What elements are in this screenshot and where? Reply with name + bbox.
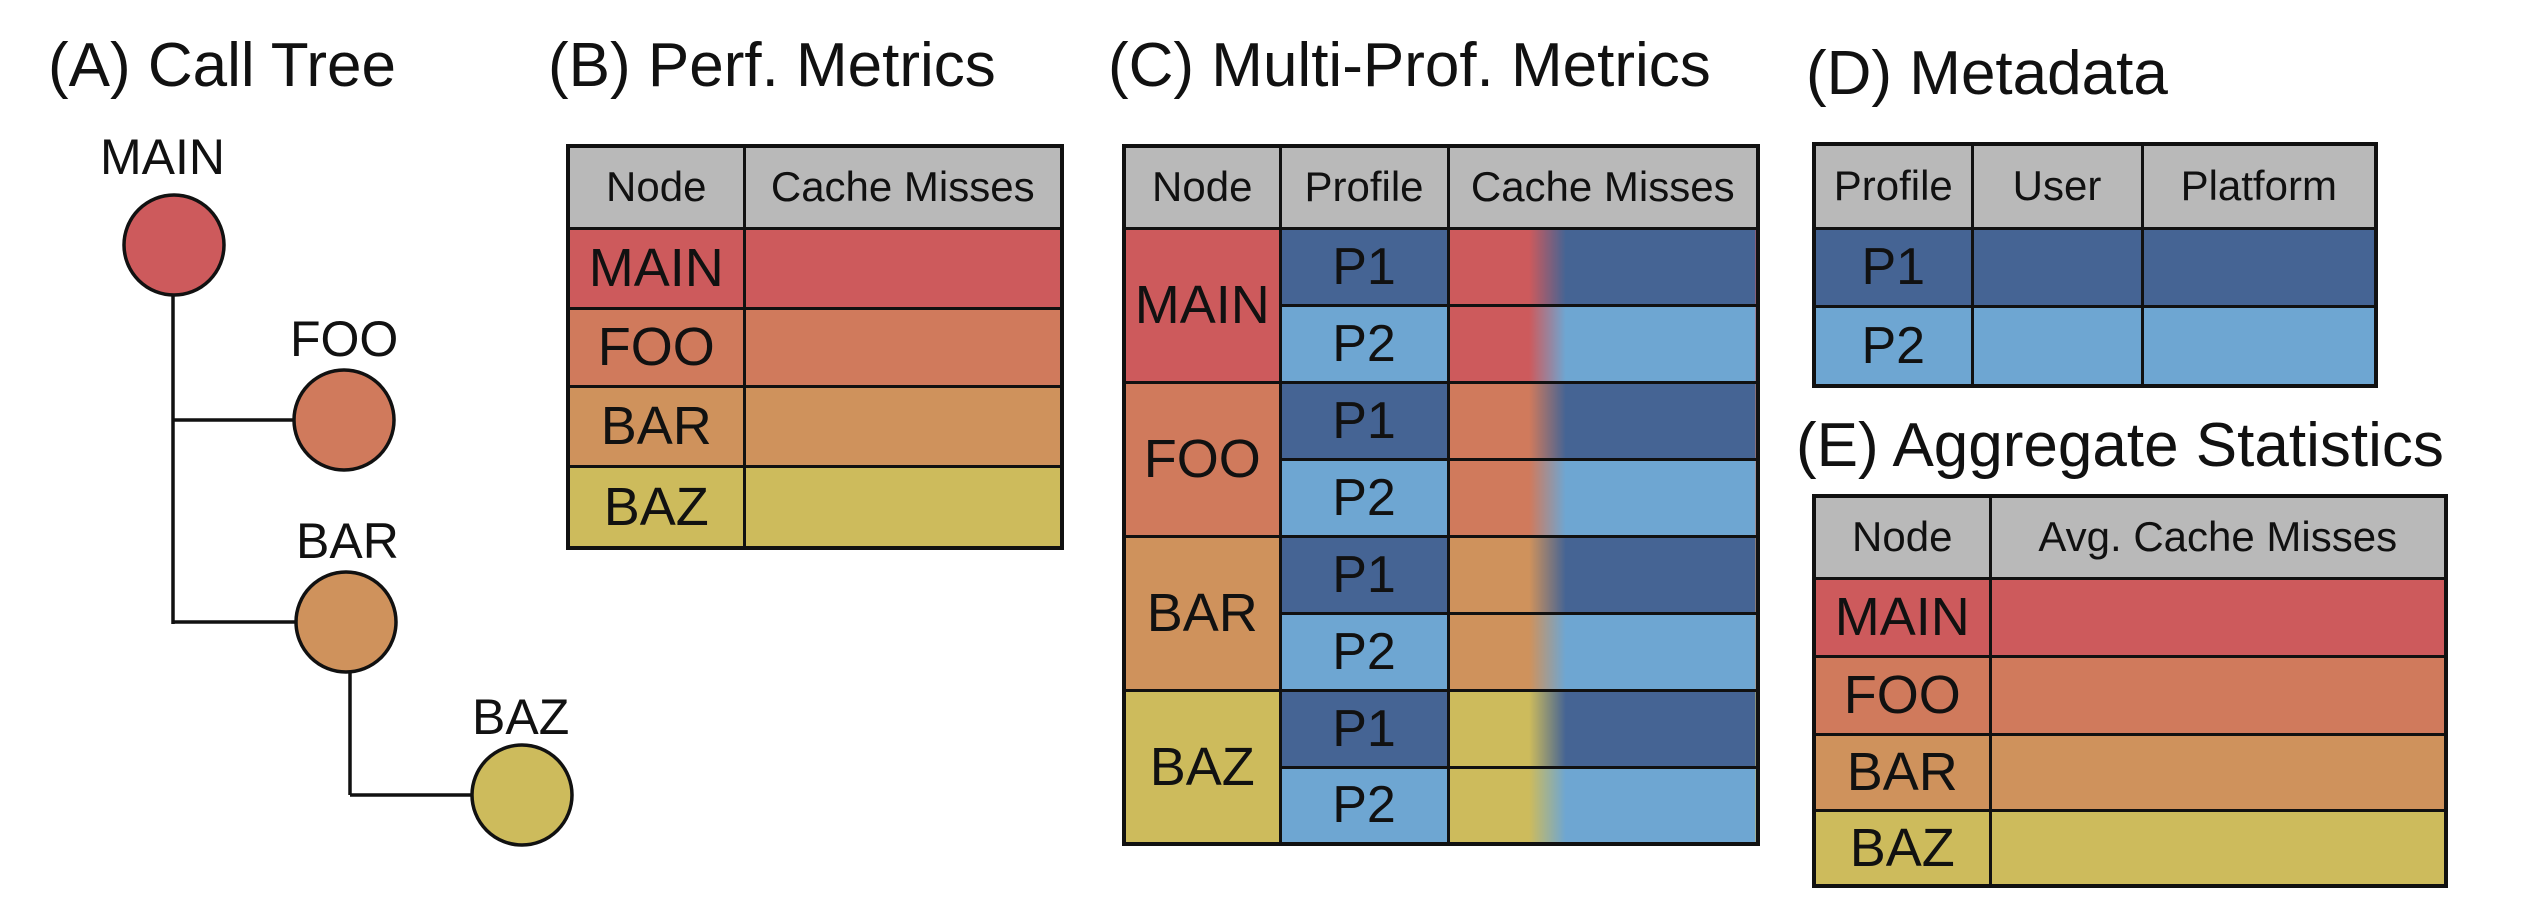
profile-p1: P1 bbox=[1278, 688, 1450, 769]
platform-cell-p2 bbox=[2140, 304, 2378, 388]
avg-cell-main bbox=[1988, 576, 2448, 658]
header-profile: Profile bbox=[1812, 142, 1974, 230]
tree-label-foo: FOO bbox=[290, 311, 399, 367]
profile-p1: P1 bbox=[1278, 226, 1450, 307]
row-label-foo: FOO bbox=[1812, 654, 1992, 736]
tree-node-main bbox=[122, 193, 226, 297]
metric-cell-main-p2 bbox=[1446, 303, 1760, 384]
header-node: Node bbox=[566, 144, 746, 230]
row-label-main: MAIN bbox=[566, 226, 746, 310]
platform-cell-p1 bbox=[2140, 226, 2378, 308]
avg-cell-baz bbox=[1988, 808, 2448, 888]
tree-node-bar bbox=[294, 570, 398, 674]
profile-p1: P1 bbox=[1278, 380, 1450, 461]
metric-cell-main bbox=[742, 226, 1064, 310]
call-tree-diagram bbox=[122, 193, 574, 847]
avg-cell-bar bbox=[1988, 732, 2448, 812]
user-cell-p2 bbox=[1970, 304, 2144, 388]
profile-p2: P2 bbox=[1278, 457, 1450, 538]
call-tree-edges bbox=[171, 295, 473, 797]
metric-cell-bar-p2 bbox=[1446, 611, 1760, 692]
row-label-baz: BAZ bbox=[1122, 688, 1282, 846]
metric-cell-foo-p2 bbox=[1446, 457, 1760, 538]
metric-cell-baz-p1 bbox=[1446, 688, 1760, 769]
panel-c-title: (C) Multi-Prof. Metrics bbox=[1108, 31, 1711, 100]
metadata-table: Profile User Platform P1 P2 bbox=[1812, 142, 2378, 388]
aggregate-statistics-table: Node Avg. Cache Misses MAIN FOO BAR BAZ bbox=[1812, 494, 2448, 888]
profile-p2: P2 bbox=[1278, 303, 1450, 384]
header-node: Node bbox=[1122, 144, 1282, 230]
perf-metrics-table: Node Cache Misses MAIN FOO BAR BAZ bbox=[566, 144, 1064, 550]
header-user: User bbox=[1970, 142, 2144, 230]
metric-cell-baz-p2 bbox=[1446, 765, 1760, 846]
panel-e-title: (E) Aggregate Statistics bbox=[1796, 411, 2444, 480]
row-label-bar: BAR bbox=[1812, 732, 1992, 812]
row-label-bar: BAR bbox=[1122, 534, 1282, 692]
user-cell-p1 bbox=[1970, 226, 2144, 308]
tree-label-bar: BAR bbox=[296, 513, 399, 569]
metric-cell-bar-p1 bbox=[1446, 534, 1760, 615]
metric-cell-main-p1 bbox=[1446, 226, 1760, 307]
row-label-baz: BAZ bbox=[566, 464, 746, 550]
profile-p1: P1 bbox=[1278, 534, 1450, 615]
tree-label-main: MAIN bbox=[100, 129, 225, 185]
profile-p2: P2 bbox=[1812, 304, 1974, 388]
metric-cell-foo-p1 bbox=[1446, 380, 1760, 461]
header-cache-misses: Cache Misses bbox=[1446, 144, 1760, 230]
header-avg-cache-misses: Avg. Cache Misses bbox=[1988, 494, 2448, 580]
multi-prof-metrics-table: Node Profile Cache Misses MAIN P1 P2 FOO… bbox=[1122, 144, 1760, 846]
profile-p2: P2 bbox=[1278, 765, 1450, 846]
row-label-baz: BAZ bbox=[1812, 808, 1992, 888]
avg-cell-foo bbox=[1988, 654, 2448, 736]
header-profile: Profile bbox=[1278, 144, 1450, 230]
panel-a-title: (A) Call Tree bbox=[48, 31, 396, 100]
panel-b-title: (B) Perf. Metrics bbox=[548, 31, 996, 100]
row-label-foo: FOO bbox=[1122, 380, 1282, 538]
metric-cell-bar bbox=[742, 384, 1064, 468]
row-label-main: MAIN bbox=[1122, 226, 1282, 384]
header-cache-misses: Cache Misses bbox=[742, 144, 1064, 230]
row-label-bar: BAR bbox=[566, 384, 746, 468]
header-platform: Platform bbox=[2140, 142, 2378, 230]
profile-p1: P1 bbox=[1812, 226, 1974, 308]
tree-node-foo bbox=[292, 368, 396, 472]
row-label-foo: FOO bbox=[566, 306, 746, 388]
profile-p2: P2 bbox=[1278, 611, 1450, 692]
row-label-main: MAIN bbox=[1812, 576, 1992, 658]
tree-label-baz: BAZ bbox=[472, 689, 570, 745]
header-node: Node bbox=[1812, 494, 1992, 580]
tree-node-baz bbox=[470, 743, 574, 847]
metric-cell-foo bbox=[742, 306, 1064, 388]
panel-d-title: (D) Metadata bbox=[1806, 39, 2168, 108]
metric-cell-baz bbox=[742, 464, 1064, 550]
